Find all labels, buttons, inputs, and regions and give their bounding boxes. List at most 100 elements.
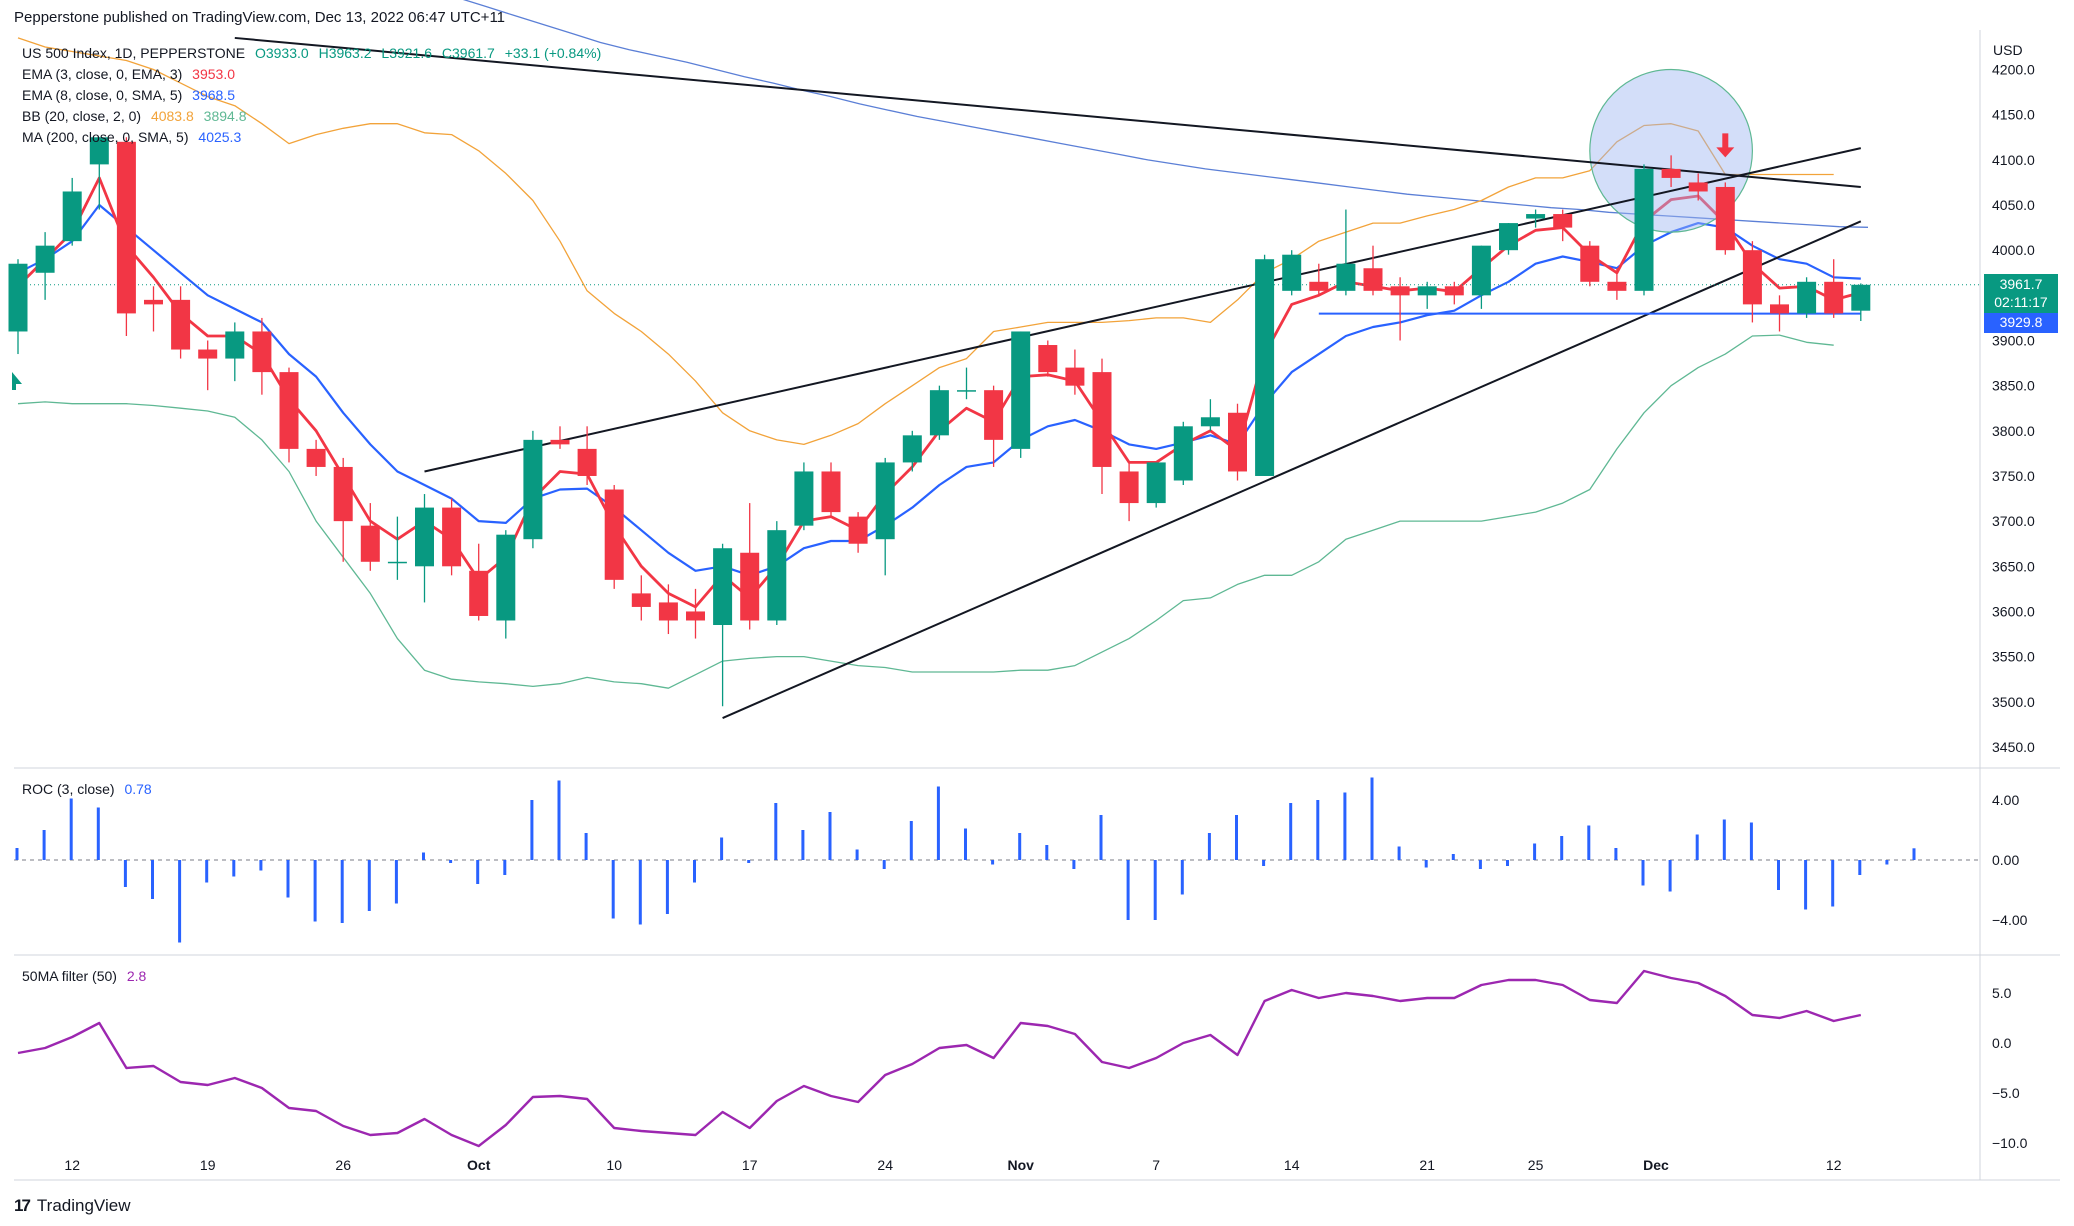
roc-bar — [178, 860, 182, 943]
roc-bar — [1153, 860, 1157, 920]
ma200-name: MA (200, close, 0, SMA, 5) — [22, 129, 189, 145]
roc-bar — [1343, 792, 1347, 860]
roc-bar — [530, 800, 534, 860]
roc-bar — [1018, 833, 1022, 860]
candle-body — [902, 435, 922, 463]
roc-pane-label[interactable]: ROC (3, close) 0.78 — [22, 781, 152, 797]
roc-bar — [557, 780, 561, 860]
roc-bar — [909, 821, 913, 860]
lower-wedge-trendline — [722, 220, 1862, 719]
ema8-value: 3968.5 — [192, 87, 235, 103]
candle-body — [604, 489, 624, 580]
candle-body — [929, 390, 949, 436]
roc-bar — [1831, 860, 1835, 907]
candle-body — [62, 191, 82, 242]
roc-bar — [1587, 825, 1591, 860]
candle-body — [875, 462, 895, 540]
candle-body — [89, 137, 109, 165]
roc-bar — [313, 860, 317, 922]
tradingview-footer[interactable]: 17 TradingView — [14, 1196, 130, 1216]
price-tick-label: 4150.0 — [1992, 107, 2035, 123]
candle-body — [1146, 462, 1166, 504]
upper-wedge-trendline — [424, 147, 1862, 473]
bb-upper-value: 4083.8 — [150, 108, 194, 124]
candle-body — [1011, 331, 1031, 449]
price-tick-label: 3650.0 — [1992, 558, 2035, 574]
roc-bar — [936, 786, 940, 860]
legend-bb[interactable]: BB (20, close, 2, 0) 4083.8 3894.8 — [22, 107, 247, 125]
price-tick-label: 4000.0 — [1992, 242, 2035, 258]
candle-body — [225, 331, 245, 359]
roc-bar — [42, 830, 46, 860]
time-tick-label: 24 — [877, 1157, 893, 1173]
tradingview-logo-icon: 17 — [14, 1196, 31, 1215]
filter-tick-label: −10.0 — [1992, 1135, 2028, 1151]
candle-body — [1526, 214, 1546, 219]
legend-symbol: US 500 Index, 1D, PEPPERSTONE O3933.0 H3… — [22, 44, 601, 62]
roc-bar — [1451, 854, 1455, 860]
roc-bar — [1262, 860, 1266, 866]
time-tick-label: 7 — [1152, 1157, 1160, 1173]
candle-body — [1770, 304, 1789, 314]
roc-bar — [1722, 819, 1726, 860]
ema3-value: 3953.0 — [192, 66, 235, 82]
filter-tick-label: −5.0 — [1992, 1085, 2020, 1101]
roc-bar — [449, 860, 453, 863]
roc-bar — [1072, 860, 1076, 869]
roc-bar — [151, 860, 154, 899]
filter-pane-label[interactable]: 50MA filter (50) 2.8 — [22, 968, 146, 984]
legend-ema8[interactable]: EMA (8, close, 0, SMA, 5) 3968.5 — [22, 86, 235, 104]
price-tick-label: 3450.0 — [1992, 739, 2035, 755]
ema8-line — [17, 203, 1861, 577]
candle-body — [1282, 254, 1302, 291]
candle-body — [848, 516, 868, 544]
time-tick-label: Dec — [1643, 1157, 1669, 1173]
candle-body — [1200, 417, 1220, 427]
legend-ema3[interactable]: EMA (3, close, 0, EMA, 3) 3953.0 — [22, 65, 235, 83]
candle-body — [1553, 214, 1573, 228]
candle-body — [631, 593, 651, 607]
legend-ma200[interactable]: MA (200, close, 0, SMA, 5) 4025.3 — [22, 128, 241, 146]
candle-body — [1417, 286, 1437, 296]
candle-body — [1715, 186, 1735, 251]
candle-body — [1038, 345, 1058, 373]
roc-bar — [774, 803, 778, 860]
price-tick-label: 3550.0 — [1992, 649, 2035, 665]
filter-label: 50MA filter (50) — [22, 968, 117, 984]
roc-tick-label: 0.00 — [1992, 852, 2019, 868]
time-tick-label: 26 — [335, 1157, 351, 1173]
price-tick-label: 4100.0 — [1992, 152, 2035, 168]
roc-bar — [1478, 860, 1482, 869]
roc-bar — [747, 860, 751, 863]
candle-body — [1742, 250, 1762, 305]
candle-body — [171, 299, 191, 350]
candle-body — [1797, 281, 1817, 314]
roc-bar — [1885, 860, 1889, 865]
roc-bar — [801, 830, 805, 860]
roc-value: 0.78 — [124, 781, 152, 797]
symbol-name: US 500 Index, 1D, PEPPERSTONE — [22, 45, 246, 61]
ema8-name: EMA (8, close, 0, SMA, 5) — [22, 87, 183, 103]
roc-bar — [1235, 815, 1238, 860]
roc-bar — [340, 860, 344, 923]
roc-bar — [1126, 860, 1130, 920]
roc-bar — [1045, 845, 1049, 860]
roc-bar — [964, 828, 967, 860]
roc-bar — [1370, 777, 1374, 860]
roc-tick-label: 4.00 — [1992, 792, 2019, 808]
time-tick-label: 12 — [64, 1157, 80, 1173]
price-tick-label: 3700.0 — [1992, 513, 2035, 529]
price-tick-label: 4050.0 — [1992, 197, 2035, 213]
candle-body — [333, 466, 353, 522]
roc-bar — [205, 860, 209, 883]
roc-bar — [1777, 860, 1780, 890]
candle-body — [279, 372, 299, 449]
ema3-name: EMA (3, close, 0, EMA, 3) — [22, 66, 183, 82]
time-tick-label: 19 — [200, 1157, 216, 1173]
candle-body — [740, 552, 760, 621]
time-tick-label: 12 — [1826, 1157, 1842, 1173]
roc-bar — [15, 848, 19, 860]
bar-countdown: 02:11:17 — [1994, 294, 2048, 310]
roc-bar — [1316, 800, 1320, 860]
